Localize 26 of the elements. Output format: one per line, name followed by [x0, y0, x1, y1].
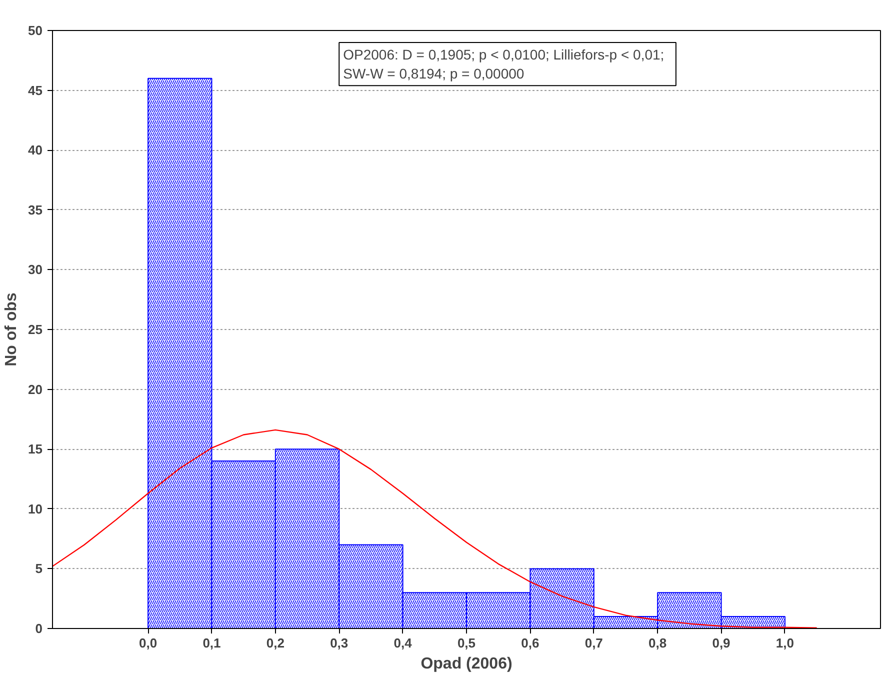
y-tick-label: 20 [28, 382, 43, 397]
y-tick-label: 50 [28, 23, 43, 38]
x-tick-label: 0,3 [330, 636, 348, 650]
y-axis-title: No of obs [3, 292, 20, 366]
y-tick-label: 25 [28, 322, 43, 337]
y-tick-label: 40 [28, 142, 43, 158]
x-tick-label: 0,8 [648, 636, 667, 650]
x-tick-label: 0,4 [394, 636, 413, 650]
x-tick-label: 0,1 [202, 636, 221, 650]
y-tick-label: 5 [35, 561, 43, 576]
y-tick-label: 0 [35, 621, 43, 636]
y-tick-label: 30 [28, 262, 43, 278]
y-tick-label: 15 [28, 442, 43, 457]
x-tick-label: 0,5 [457, 636, 476, 650]
x-axis-title: Opad (2006) [420, 656, 512, 672]
x-tick-label: 0,0 [139, 636, 158, 650]
y-tick-label: 45 [28, 82, 43, 98]
y-tick-label: 10 [28, 501, 43, 516]
line-series [52, 429, 818, 628]
x-tick-label: 0,9 [712, 636, 730, 650]
x-tick-label: 0,2 [266, 636, 284, 650]
x-tick-label: 0,6 [521, 636, 540, 650]
x-tick-label: 1,0 [776, 636, 794, 650]
annotation: OP2006: D = 0,1905; p < 0,0100; Lilliefors-p < 0,01; SW-W = 0,8194; p = 0,00000 [343, 46, 664, 82]
y-tick-label: 35 [28, 202, 43, 218]
x-tick-label: 0,7 [584, 636, 603, 650]
